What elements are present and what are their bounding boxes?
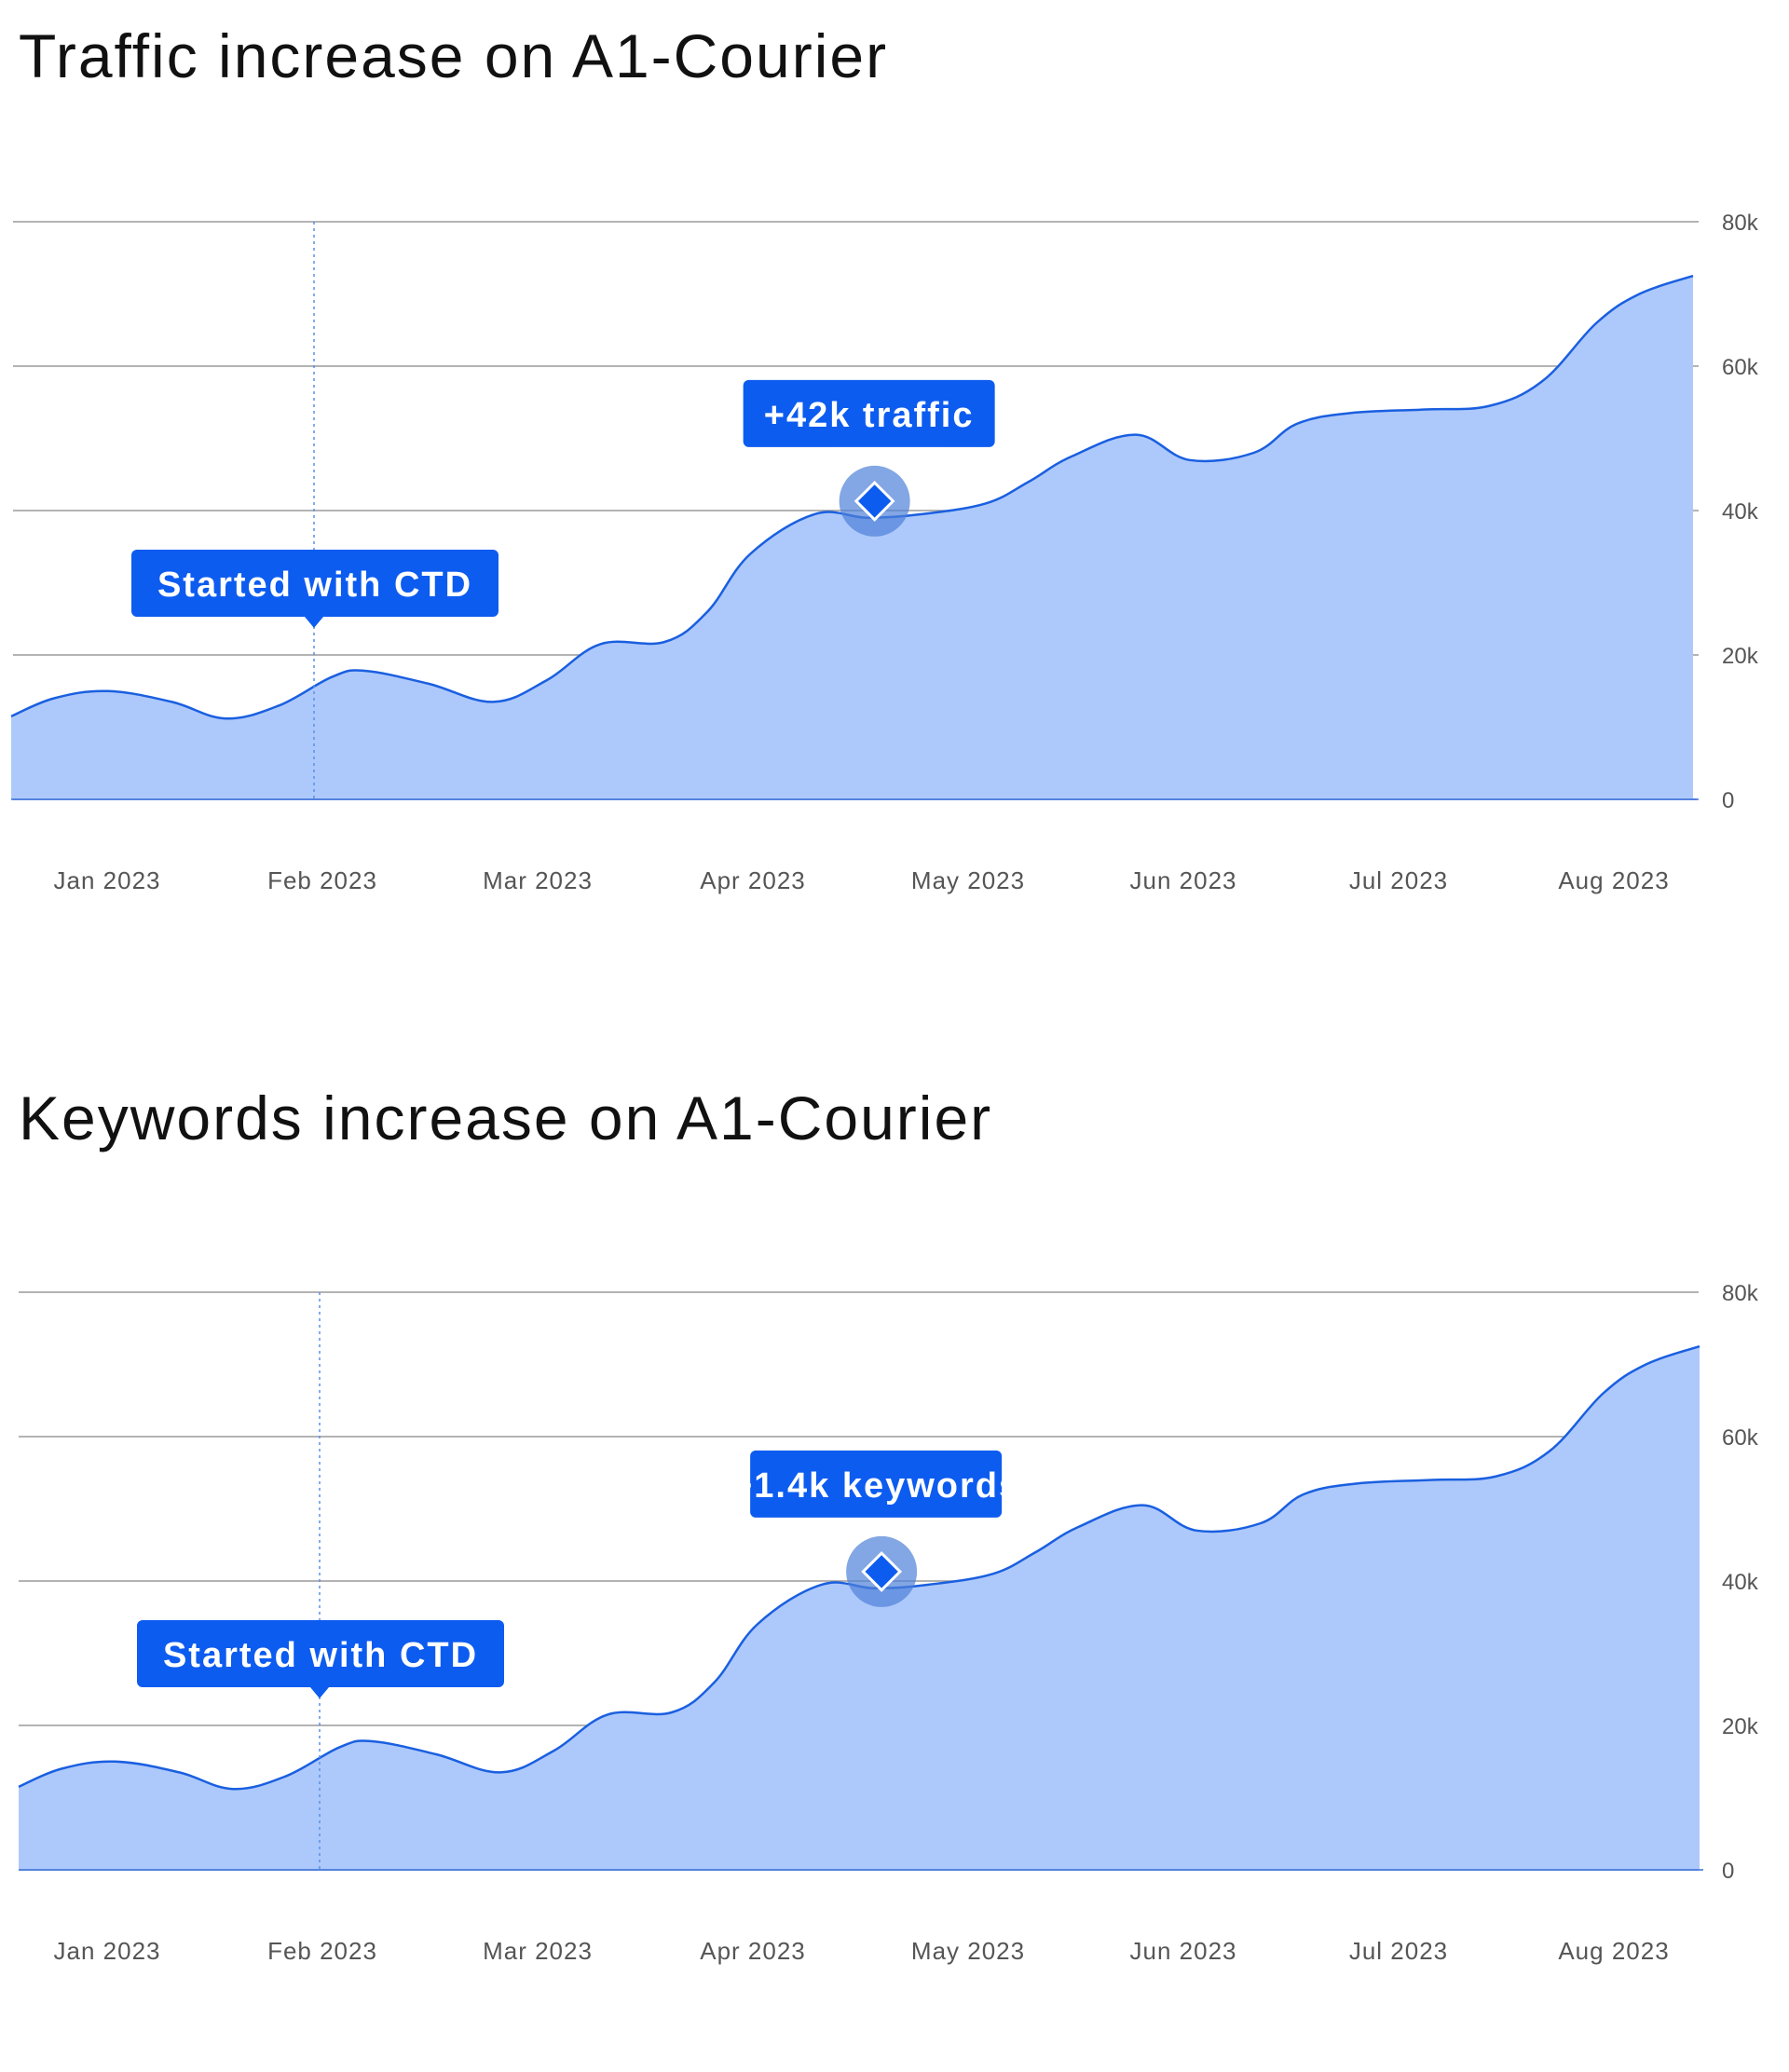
area-fill — [11, 276, 1693, 800]
y-tick-label: 80k — [1722, 1281, 1759, 1306]
value-callout: +1.4k keywords — [731, 1450, 1020, 1518]
y-tick-label: 40k — [1722, 499, 1759, 525]
series-line — [18, 1344, 1700, 1791]
x-tick-label: May 2023 — [911, 1937, 1025, 1965]
x-tick-label: Jan 2023 — [54, 866, 161, 894]
x-tick-label: Feb 2023 — [267, 1937, 377, 1965]
series-line — [10, 274, 1694, 720]
callout-box — [743, 379, 995, 447]
callout-label: +42k traffic — [764, 396, 975, 435]
x-tick-label: Aug 2023 — [1558, 866, 1669, 894]
x-tick-label: Jan 2023 — [54, 1937, 161, 1965]
y-tick-label: 60k — [1722, 355, 1759, 380]
callout-label: Started with CTD — [163, 1636, 478, 1675]
callout-pointer — [310, 1687, 329, 1698]
start-callout: Started with CTD — [137, 1620, 504, 1698]
value-callout: +42k traffic — [743, 379, 995, 447]
x-tick-label: May 2023 — [911, 866, 1025, 894]
chart-title: Keywords increase on A1-Courier — [19, 1084, 993, 1152]
y-tick-label: 40k — [1722, 1570, 1759, 1595]
y-tick-label: 20k — [1722, 644, 1759, 669]
area-fill — [19, 1346, 1700, 1870]
x-tick-label: Jul 2023 — [1349, 1937, 1448, 1965]
y-tick-label: 60k — [1722, 1425, 1759, 1451]
callout-pointer — [305, 617, 323, 628]
highlight-point — [854, 481, 895, 522]
x-tick-label: Aug 2023 — [1558, 1937, 1669, 1965]
x-tick-label: Mar 2023 — [483, 866, 593, 894]
y-tick-label: 0 — [1722, 1859, 1734, 1884]
y-tick-label: 80k — [1722, 211, 1759, 236]
callout-box — [137, 1620, 504, 1687]
x-tick-label: Mar 2023 — [483, 1937, 593, 1965]
x-tick-label: Feb 2023 — [267, 866, 377, 894]
x-tick-label: Jul 2023 — [1349, 866, 1448, 894]
callout-label: Started with CTD — [157, 566, 472, 605]
x-tick-label: Jun 2023 — [1130, 866, 1237, 894]
callout-box — [750, 1450, 1003, 1518]
highlight-point — [861, 1551, 903, 1592]
start-callout: Started with CTD — [131, 550, 498, 628]
chart-title: Traffic increase on A1-Courier — [19, 21, 889, 90]
y-tick-label: 0 — [1722, 788, 1734, 813]
callout-label: +1.4k keywords — [731, 1466, 1020, 1506]
x-tick-label: Apr 2023 — [700, 1937, 806, 1965]
callout-box — [131, 550, 498, 617]
x-tick-label: Jun 2023 — [1130, 1937, 1237, 1965]
y-tick-label: 20k — [1722, 1714, 1759, 1739]
x-tick-label: Apr 2023 — [700, 866, 806, 894]
